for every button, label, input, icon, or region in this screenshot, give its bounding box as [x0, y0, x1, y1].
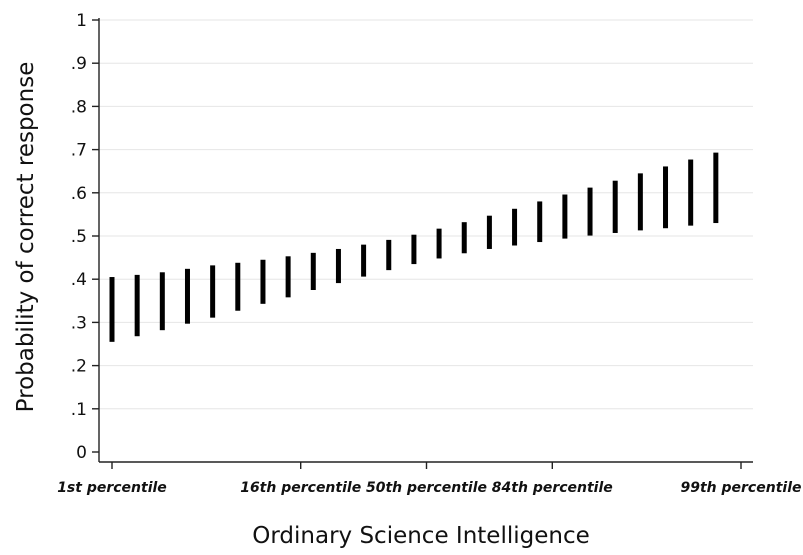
y-axis: 0 .1 .2 .3 .4 .5 .6 .7 .8 .9 1	[71, 11, 100, 463]
interval-bar	[235, 262, 241, 311]
y-tick-label: .4	[71, 270, 87, 290]
interval-bar	[335, 248, 341, 284]
x-tick-label: 99th percentile	[681, 480, 802, 496]
interval-bar	[134, 274, 140, 337]
interval-bars	[109, 152, 719, 342]
y-tick-label: .8	[71, 97, 87, 117]
interval-bar	[310, 252, 316, 290]
interval-bar	[386, 239, 392, 271]
y-tick-label: .6	[71, 184, 87, 204]
y-tick-label: .5	[71, 227, 87, 247]
interval-bar	[109, 277, 115, 342]
x-tick-label: 1st percentile	[57, 480, 167, 496]
interval-bar	[285, 256, 291, 298]
interval-bar	[159, 272, 165, 331]
y-axis-title: Probability of correct response	[13, 62, 39, 413]
interval-bar	[210, 265, 216, 318]
interval-bar	[436, 228, 442, 259]
y-tick-label: 0	[76, 443, 87, 463]
x-tick-label: 84th percentile	[492, 480, 613, 496]
interval-bar	[361, 244, 367, 277]
interval-bar	[663, 166, 669, 229]
x-axis: 1st percentile 16th percentile 50th percen…	[57, 461, 802, 496]
interval-bar	[637, 173, 643, 231]
x-tick-label: 16th percentile	[240, 480, 361, 496]
interval-bar	[461, 222, 467, 254]
interval-bar	[612, 180, 618, 233]
interval-bar	[411, 234, 417, 265]
interval-bar	[486, 215, 492, 249]
x-axis-title: Ordinary Science Intelligence	[252, 523, 590, 549]
interval-bar	[688, 159, 694, 226]
interval-bar	[512, 208, 518, 246]
interval-bar	[184, 268, 190, 324]
x-tick-label: 50th percentile	[366, 480, 487, 496]
interval-bar	[537, 201, 543, 243]
y-tick-label: .3	[71, 313, 87, 333]
interval-bar	[562, 194, 568, 239]
y-tick-label: .9	[71, 54, 87, 74]
interval-bar	[260, 259, 266, 304]
y-tick-label: .1	[71, 400, 87, 420]
y-tick-label: .2	[71, 357, 87, 377]
interval-bar	[587, 187, 593, 236]
y-tick-label: .7	[71, 141, 87, 161]
gridlines	[99, 19, 753, 410]
interval-bar	[713, 152, 719, 224]
y-tick-label: 1	[76, 11, 87, 31]
